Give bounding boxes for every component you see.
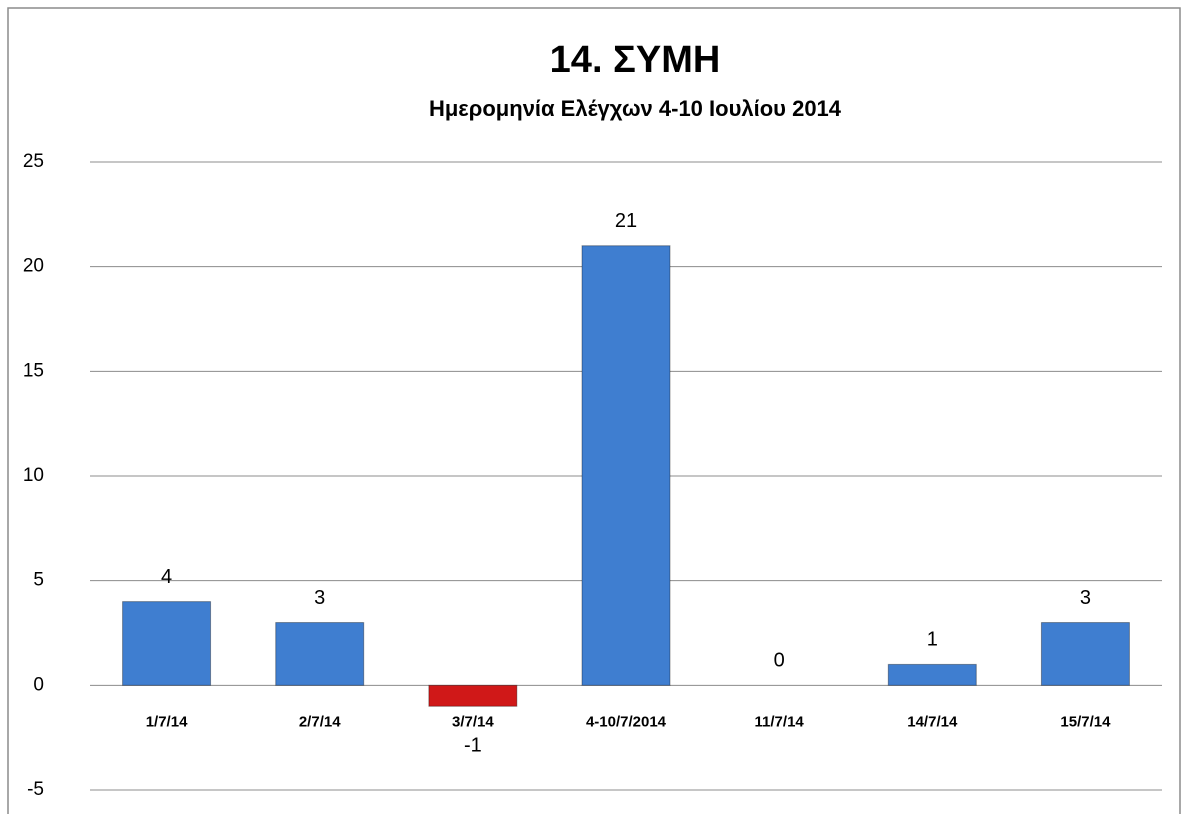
value-label: 21	[615, 210, 637, 232]
value-label: 3	[1080, 587, 1091, 609]
y-tick-label: 25	[23, 151, 44, 172]
value-label: 1	[927, 629, 938, 651]
value-label: 3	[314, 587, 325, 609]
bar	[1040, 622, 1130, 686]
x-tick-label: 1/7/14	[146, 713, 188, 730]
x-tick-label: 14/7/14	[907, 713, 958, 730]
y-tick-label: -5	[27, 779, 44, 800]
y-tick-label: 15	[23, 360, 44, 381]
y-tick-label: 20	[23, 256, 44, 277]
value-label: -1	[464, 735, 482, 757]
x-tick-label: 3/7/14	[452, 713, 494, 730]
chart-frame	[7, 7, 1181, 814]
chart-subtitle: Ημερομηνία Ελέγχων 4-10 Ιουλίου 2014	[429, 96, 842, 121]
bar	[122, 601, 212, 686]
x-tick-label: 4-10/7/2014	[586, 713, 667, 730]
x-tick-label: 11/7/14	[755, 713, 805, 730]
y-tick-label: 0	[33, 674, 44, 695]
x-tick-label: 15/7/14	[1060, 713, 1111, 730]
y-tick-label: 5	[33, 570, 44, 591]
bar	[428, 684, 518, 707]
chart-title: 14. ΣΥΜΗ	[550, 39, 721, 81]
value-label: 0	[774, 650, 785, 672]
bar	[275, 622, 365, 686]
x-tick-label: 2/7/14	[299, 713, 341, 730]
value-label: 4	[161, 566, 172, 588]
bar	[887, 663, 977, 686]
y-tick-label: 10	[23, 465, 44, 486]
bar	[581, 245, 671, 686]
